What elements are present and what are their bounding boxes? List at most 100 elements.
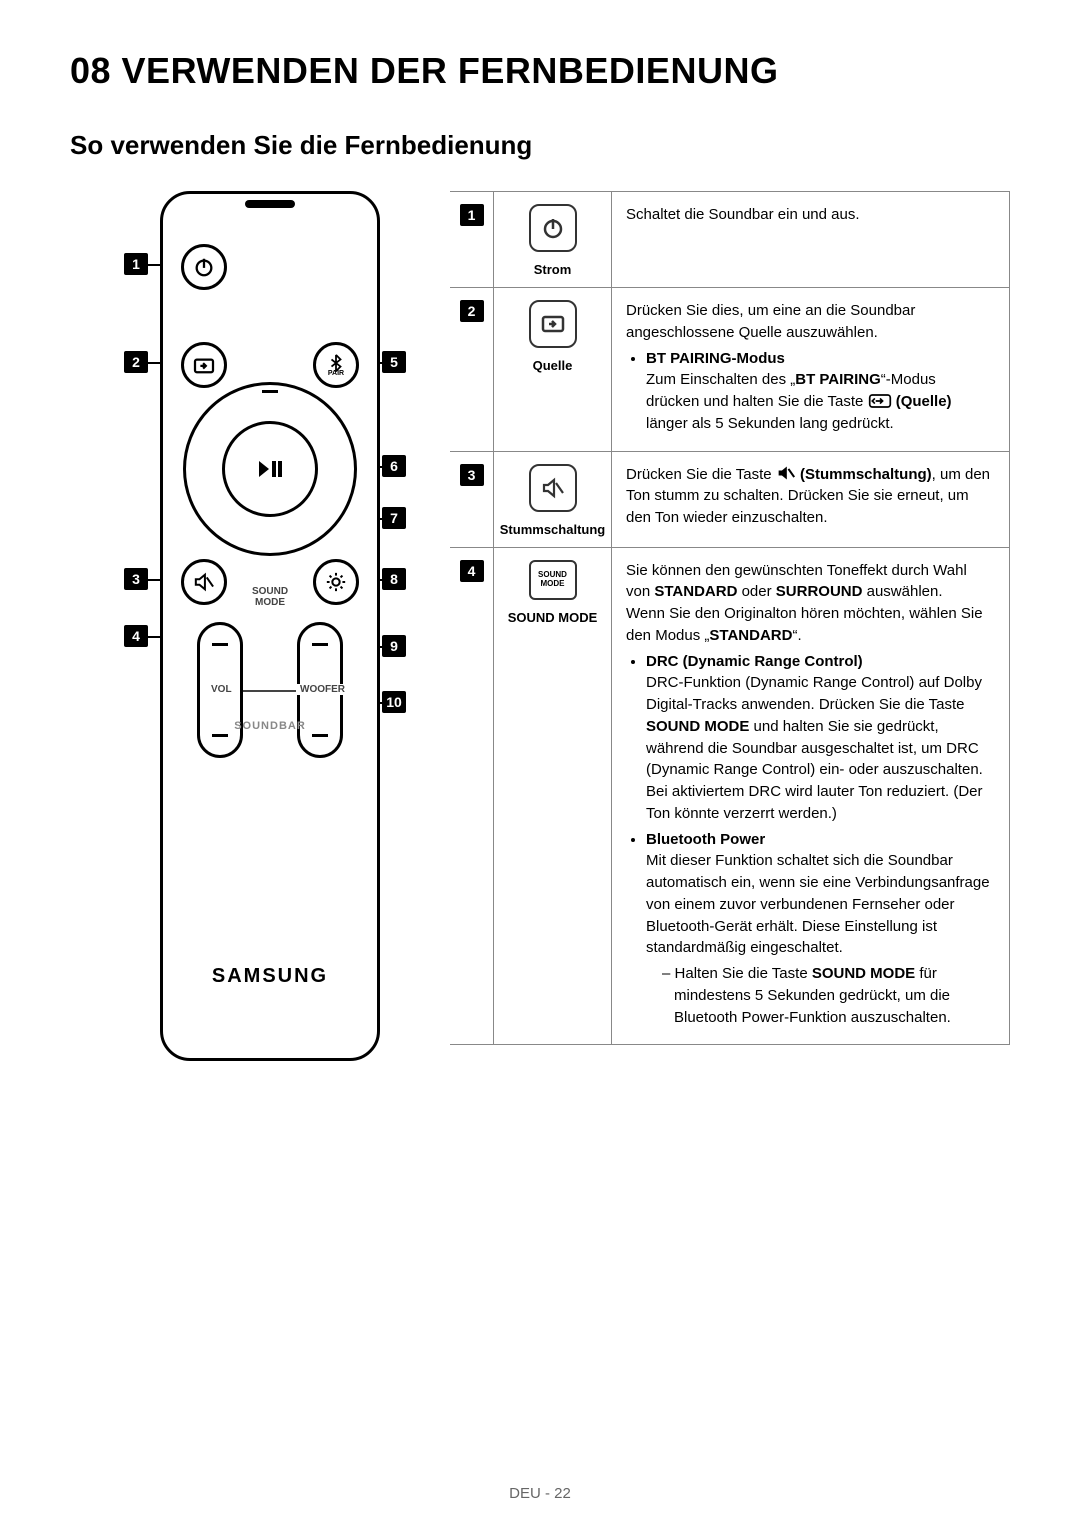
callout-badge-2: 2 (124, 351, 148, 373)
row-badge: 2 (460, 300, 484, 322)
desc-text: Schaltet die Soundbar ein und aus. (626, 206, 860, 223)
t: Drücken Sie die Taste (626, 466, 776, 483)
row-badge: 1 (460, 204, 484, 226)
sound-mode-button-icon: SOUNDMODE (529, 560, 577, 600)
t: STANDARD (709, 627, 792, 644)
woofer-down-tick (312, 734, 328, 737)
callout-badge-1: 1 (124, 253, 148, 275)
desc-bullet: Bluetooth Power Mit dieser Funktion scha… (646, 829, 993, 1029)
row-number-cell: 4 (450, 548, 494, 1045)
wheel-top-mark (262, 383, 278, 393)
t: DRC-Funktion (Dynamic Range Control) auf… (646, 674, 982, 713)
row-icon-cell: Strom (494, 192, 612, 287)
row-desc-cell: Drücken Sie dies, um eine an die Soundba… (612, 288, 1009, 451)
mute-button (181, 559, 227, 605)
power-icon (193, 256, 215, 278)
section-title: So verwenden Sie die Fernbedienung (70, 130, 1010, 161)
woofer-label: WOOFER (296, 684, 349, 695)
vol-label: VOL (207, 684, 236, 695)
sound-mode-label: SOUNDMODE (252, 586, 288, 608)
row-icon-label: Stummschaltung (500, 522, 605, 537)
callout-badge-9: 9 (382, 635, 406, 657)
t: auswählen. (862, 583, 942, 600)
t: “. (792, 627, 801, 644)
vol-up-tick (212, 643, 228, 646)
t: oder (737, 583, 775, 600)
nav-wheel-center (222, 421, 318, 517)
power-button (181, 244, 227, 290)
woofer-up-tick (312, 643, 328, 646)
row-icon-cell: Stummschaltung (494, 452, 612, 547)
row-desc-cell: Drücken Sie die Taste (Stummschaltung), … (612, 452, 1009, 547)
gear-icon (325, 571, 347, 593)
row-badge: 4 (460, 560, 484, 582)
callout-badge-7: 7 (382, 507, 406, 529)
pill-divider (243, 690, 297, 692)
table-row: 2 Quelle Drücken Sie dies, um eine an di… (450, 288, 1009, 452)
row-icon-label: Strom (534, 262, 572, 277)
row-desc-cell: Sie können den gewünschten Toneffekt dur… (612, 548, 1009, 1045)
bullet-title: Bluetooth Power (646, 831, 765, 848)
row-icon-cell: SOUNDMODE SOUND MODE (494, 548, 612, 1045)
source-button (181, 342, 227, 388)
soundbar-label: SOUNDBAR (234, 720, 306, 732)
power-button-icon (529, 204, 577, 252)
mute-icon (776, 464, 796, 482)
source-icon (868, 393, 892, 409)
source-button-icon (529, 300, 577, 348)
pair-button: PAIR (313, 342, 359, 388)
callout-badge-4: 4 (124, 625, 148, 647)
play-pause-icon (257, 459, 283, 479)
desc-bullet: BT PAIRING-Modus Zum Einschalten des „BT… (646, 348, 993, 435)
t: STANDARD (654, 583, 737, 600)
bullet-title: DRC (Dynamic Range Control) (646, 653, 863, 670)
row-icon-label: SOUND MODE (508, 610, 598, 625)
mute-icon (193, 572, 215, 592)
callout-badge-8: 8 (382, 568, 406, 590)
row-number-cell: 3 (450, 452, 494, 547)
row-number-cell: 1 (450, 192, 494, 287)
power-icon (541, 216, 565, 240)
mute-button-icon (529, 464, 577, 512)
t: SOUND MODE (646, 718, 749, 735)
t: SOUND MODE (812, 965, 915, 982)
table-row: 3 Stummschaltung Drücken Sie die Taste (… (450, 452, 1009, 548)
table-row: 4 SOUNDMODE SOUND MODE Sie können den ge… (450, 548, 1009, 1046)
t: Mit dieser Funktion schaltet sich die So… (646, 852, 990, 956)
row-number-cell: 2 (450, 288, 494, 451)
row-icon-label: Quelle (533, 358, 573, 373)
bullet-title: BT PAIRING-Modus (646, 350, 785, 367)
nav-wheel (183, 382, 357, 556)
mute-icon (541, 477, 565, 499)
description-table: 1 Strom Schaltet die Soundbar ein und au… (450, 191, 1010, 1045)
settings-button (313, 559, 359, 605)
page-footer: DEU - 22 (509, 1485, 571, 1502)
callout-badge-3: 3 (124, 568, 148, 590)
callout-badge-10: 10 (382, 691, 406, 713)
content-wrap: 1 2 3 4 5 6 7 8 9 10 (70, 191, 1010, 1045)
desc-lead: Drücken Sie dies, um eine an die Soundba… (626, 302, 915, 341)
t: Zum Einschalten des „ (646, 371, 795, 388)
source-icon (541, 314, 565, 334)
chapter-title: 08 VERWENDEN DER FERNBEDIENUNG (70, 50, 1010, 92)
table-row: 1 Strom Schaltet die Soundbar ein und au… (450, 192, 1009, 288)
t: Wenn Sie den Originalton hören möchten, … (626, 605, 983, 644)
t: Halten Sie die Taste (675, 965, 812, 982)
pair-label: PAIR (328, 370, 344, 377)
row-desc-cell: Schaltet die Soundbar ein und aus. (612, 192, 1009, 287)
callout-badge-6: 6 (382, 455, 406, 477)
callout-badge-5: 5 (382, 351, 406, 373)
t: SURROUND (776, 583, 863, 600)
row-icon-cell: Quelle (494, 288, 612, 451)
desc-sub-dash: – Halten Sie die Taste SOUND MODE für mi… (656, 963, 993, 1028)
vol-down-tick (212, 734, 228, 737)
brand-label: SAMSUNG (212, 965, 328, 988)
remote-illustration: 1 2 3 4 5 6 7 8 9 10 (70, 191, 410, 1045)
row-badge: 3 (460, 464, 484, 486)
remote-body: PAIR SOUNDMODE (160, 191, 380, 1061)
t: BT PAIRING (795, 371, 881, 388)
t: länger als 5 Sekunden lang gedrückt. (646, 415, 894, 432)
desc-bullet: DRC (Dynamic Range Control) DRC-Funktion… (646, 651, 993, 825)
t: (Quelle) (892, 393, 952, 410)
source-icon (193, 356, 215, 374)
